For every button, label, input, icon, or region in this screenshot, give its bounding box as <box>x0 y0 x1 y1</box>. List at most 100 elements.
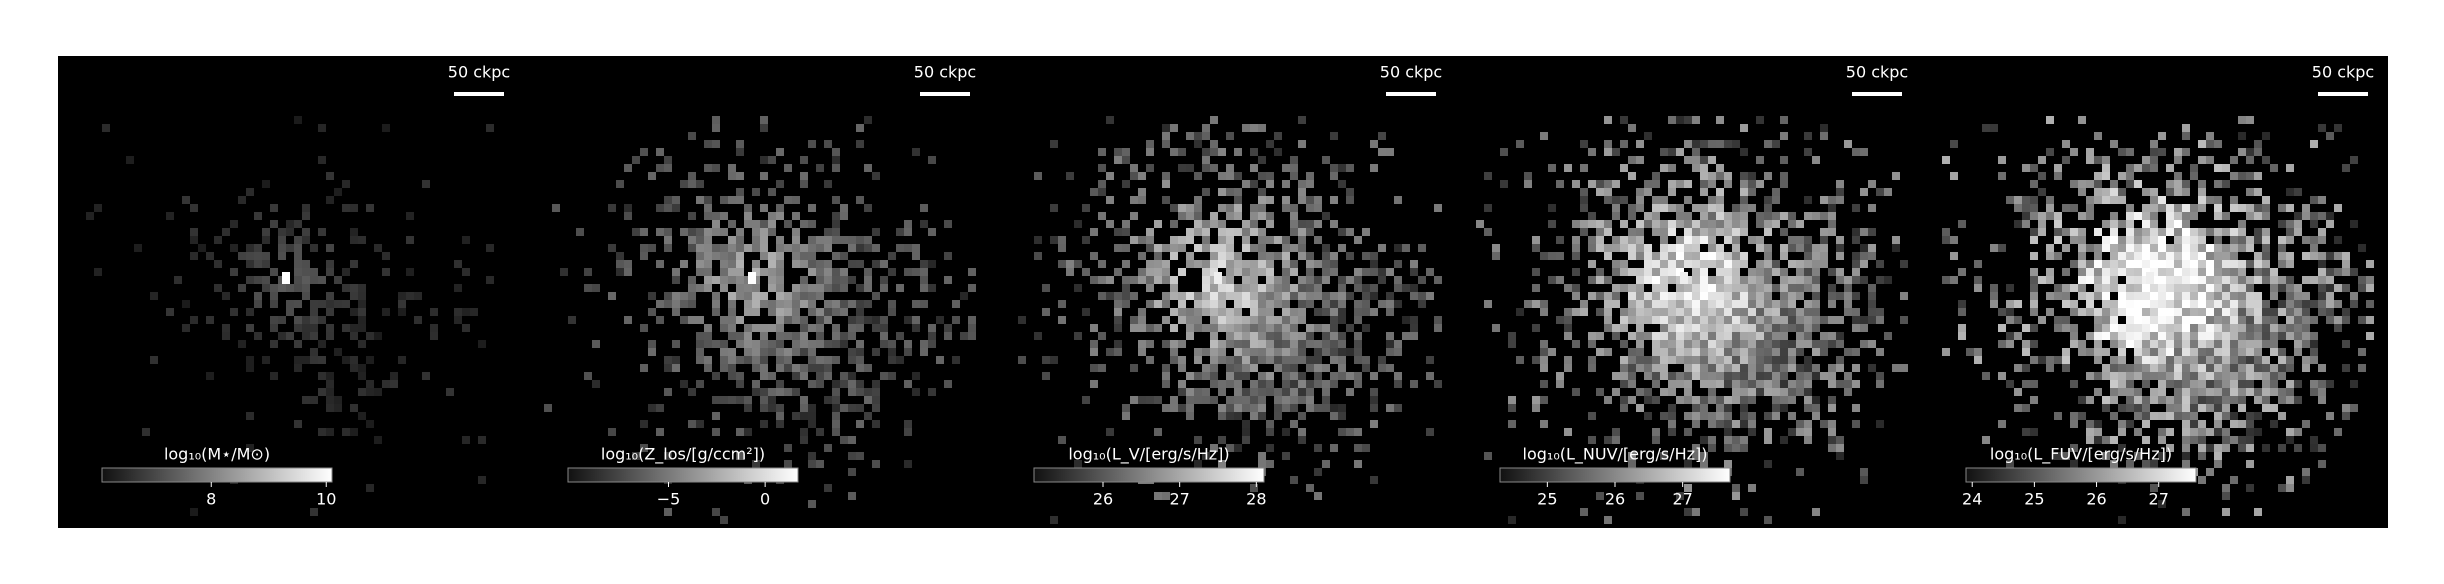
pixel <box>1644 220 1652 228</box>
pixel <box>824 180 832 188</box>
pixel <box>2246 332 2254 340</box>
pixel <box>2278 260 2286 268</box>
pixel <box>1700 324 1708 332</box>
pixel <box>1844 292 1852 300</box>
pixel <box>2238 284 2246 292</box>
pixel <box>904 244 912 252</box>
pixel <box>928 324 936 332</box>
pixel <box>2078 116 2086 124</box>
pixel <box>1604 180 1612 188</box>
pixel <box>142 428 150 436</box>
pixel <box>2142 380 2150 388</box>
pixel <box>2278 348 2286 356</box>
pixel <box>1644 396 1652 404</box>
pixel <box>1090 340 1098 348</box>
pixel <box>1218 220 1226 228</box>
pixel <box>1652 364 1660 372</box>
pixel <box>1604 292 1612 300</box>
pixel <box>704 356 712 364</box>
pixel <box>2054 236 2062 244</box>
pixel <box>1668 252 1676 260</box>
pixel <box>1958 268 1966 276</box>
pixel <box>1162 364 1170 372</box>
pixel <box>1716 380 1724 388</box>
pixel <box>1532 284 1540 292</box>
pixel <box>808 364 816 372</box>
pixel <box>2278 332 2286 340</box>
pixel <box>2246 460 2254 468</box>
pixel <box>1386 404 1394 412</box>
pixel <box>2262 444 2270 452</box>
pixel <box>2190 228 2198 236</box>
pixel <box>2254 356 2262 364</box>
colorbar-label: log₁₀(M⋆/M⊙) <box>164 445 270 464</box>
pixel <box>1226 316 1234 324</box>
pixel <box>1668 372 1676 380</box>
pixel <box>286 300 294 308</box>
pixel <box>1330 164 1338 172</box>
pixel <box>254 300 262 308</box>
pixel <box>1620 220 1628 228</box>
pixel <box>2270 276 2278 284</box>
pixel <box>1876 308 1884 316</box>
pixel <box>1394 260 1402 268</box>
pixel <box>1636 244 1644 252</box>
pixel <box>2302 340 2310 348</box>
pixel <box>760 124 768 132</box>
pixel <box>1620 236 1628 244</box>
pixel <box>1194 228 1202 236</box>
pixel <box>776 420 784 428</box>
pixel <box>2070 340 2078 348</box>
pixel <box>1700 340 1708 348</box>
pixel <box>2214 164 2222 172</box>
pixel <box>2310 316 2318 324</box>
pixel <box>302 228 310 236</box>
pixel <box>2006 340 2014 348</box>
pixel <box>856 196 864 204</box>
pixel <box>1828 204 1836 212</box>
pixel <box>848 372 856 380</box>
pixel <box>1684 196 1692 204</box>
pixel <box>2030 228 2038 236</box>
pixel <box>2214 308 2222 316</box>
pixel <box>808 308 816 316</box>
pixel <box>2222 332 2230 340</box>
pixel <box>688 244 696 252</box>
pixel <box>1620 308 1628 316</box>
pixel <box>1250 348 1258 356</box>
pixel <box>872 260 880 268</box>
pixel <box>1210 252 1218 260</box>
pixel <box>1628 380 1636 388</box>
pixel <box>1828 380 1836 388</box>
pixel <box>736 356 744 364</box>
pixel <box>1516 140 1524 148</box>
pixel <box>2302 236 2310 244</box>
pixel <box>2310 196 2318 204</box>
pixel <box>2174 324 2182 332</box>
pixel <box>1724 260 1732 268</box>
pixel <box>1684 460 1692 468</box>
pixel <box>270 284 278 292</box>
pixel <box>1748 388 1756 396</box>
pixel <box>1756 380 1764 388</box>
pixel <box>2222 324 2230 332</box>
pixel <box>776 404 784 412</box>
pixel <box>1668 420 1676 428</box>
pixel <box>278 316 286 324</box>
pixel <box>1250 300 1258 308</box>
pixel <box>2166 404 2174 412</box>
pixel <box>1740 364 1748 372</box>
pixel <box>190 316 198 324</box>
pixel <box>2238 268 2246 276</box>
pixel <box>1684 236 1692 244</box>
pixel <box>952 356 960 364</box>
pixel <box>672 356 680 364</box>
pixel <box>358 316 366 324</box>
pixel <box>2294 292 2302 300</box>
pixel <box>2110 436 2118 444</box>
pixel <box>1282 260 1290 268</box>
pixel <box>1868 308 1876 316</box>
pixel <box>2230 388 2238 396</box>
pixel <box>1298 236 1306 244</box>
pixel <box>1226 396 1234 404</box>
